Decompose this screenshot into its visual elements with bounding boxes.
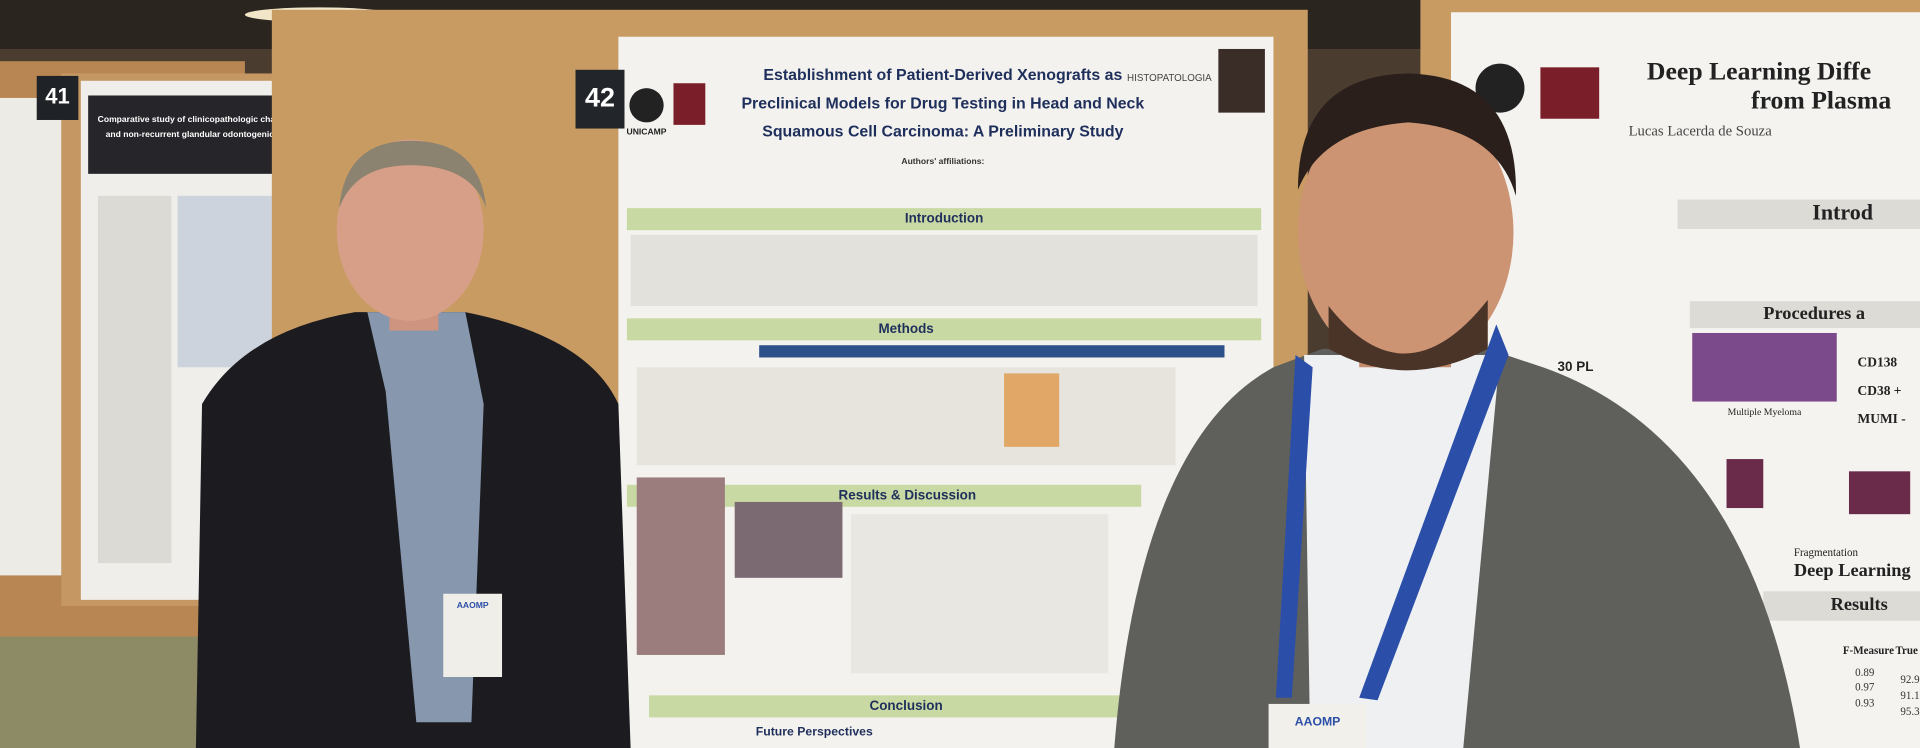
section-bar — [626, 208, 1262, 231]
section-heading: Results & Discussion — [839, 487, 977, 502]
table-header: F-Measure — [1843, 645, 1894, 657]
face — [1297, 95, 1514, 370]
methods-figure — [636, 367, 1176, 466]
logo — [673, 83, 706, 125]
poster-title: Establishment of Patient-Derived Xenogra… — [763, 67, 1122, 84]
number-plate — [36, 75, 79, 120]
histology-image — [636, 477, 725, 655]
section-bar — [1689, 301, 1920, 329]
table-cell: 0.97 — [1855, 682, 1875, 694]
section-heading: Results — [1831, 594, 1888, 614]
results-chart — [851, 514, 1109, 674]
poster-number: 41 — [45, 84, 70, 109]
count-label: 30 PL — [1558, 359, 1594, 374]
author: Lucas Lacerda de Souza — [1629, 124, 1773, 140]
face — [336, 139, 484, 321]
portrait — [1218, 48, 1265, 113]
institution: UNICAMP — [627, 126, 667, 136]
step-label: Fragmentation — [1794, 547, 1859, 559]
lanyard — [1359, 324, 1509, 701]
section-bar — [648, 695, 1139, 718]
table-cell: 0.89 — [1855, 667, 1875, 679]
histology-image — [734, 501, 843, 578]
badge — [1268, 703, 1367, 748]
methods-figure — [1004, 373, 1060, 447]
section-bar — [1677, 199, 1920, 229]
table-cell: 92.9 — [1900, 674, 1920, 686]
badge-text: AAOMP — [457, 600, 489, 610]
table-cell: 95.3 — [1900, 706, 1920, 718]
number-plate — [575, 69, 625, 129]
marker: CD138 — [1858, 355, 1898, 370]
section-heading: Deep Learning — [1794, 560, 1911, 580]
section-heading: Introd — [1812, 199, 1873, 224]
image-label: Multiple Myeloma — [1728, 407, 1802, 418]
hair — [1297, 73, 1516, 196]
affiliations: Authors' affiliations: — [901, 156, 984, 166]
table-header: True Positi — [1896, 645, 1920, 657]
lanyard — [1275, 355, 1313, 698]
text-block — [97, 195, 172, 564]
section-heading: Conclusion — [869, 698, 942, 713]
badge — [443, 593, 503, 677]
hair — [339, 140, 487, 209]
timeline-bar — [759, 345, 1225, 358]
marker: CD38 + — [1858, 383, 1902, 398]
text-block — [630, 235, 1258, 307]
section-bar — [626, 318, 1262, 341]
histology-image — [1692, 332, 1837, 402]
poster-number: 42 — [585, 82, 615, 112]
beard — [1328, 299, 1488, 371]
section-heading: Future Perspectives — [756, 724, 873, 738]
logo-text: HISTOPATOLOGIA — [1127, 73, 1212, 84]
marker: MUMI - — [1858, 411, 1906, 426]
section-heading: Methods — [878, 321, 933, 336]
poster-title: Preclinical Models for Drug Testing in H… — [741, 95, 1144, 112]
poster-title: from Plasma — [1751, 86, 1891, 115]
poster-title: Deep Learning Diffe — [1647, 56, 1871, 85]
table-cell: 0.93 — [1855, 697, 1875, 709]
logo — [1475, 63, 1525, 113]
table-cell: 91.1 — [1900, 690, 1919, 702]
logo — [629, 88, 664, 123]
poster-title: Squamous Cell Carcinoma: A Preliminary S… — [762, 123, 1123, 140]
badge-text: AAOMP — [1295, 715, 1341, 729]
section-bar — [626, 484, 1142, 507]
histology-image — [1726, 459, 1764, 509]
section-bar — [1763, 591, 1920, 621]
section-heading: Introduction — [905, 211, 983, 226]
logo — [1540, 67, 1600, 119]
section-heading: Procedures a — [1763, 303, 1865, 323]
histology-image — [1848, 471, 1911, 515]
